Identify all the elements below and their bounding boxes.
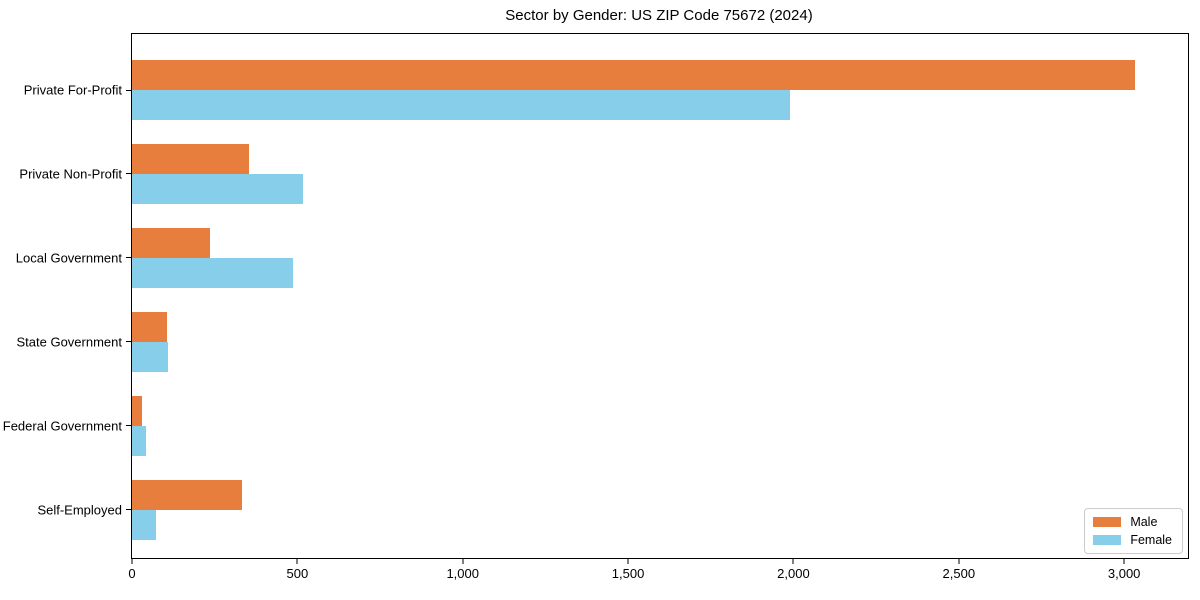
y-axis-category-label: State Government — [16, 334, 123, 350]
bar-female-private-non-profit — [132, 173, 303, 204]
y-axis-tick-mark — [126, 89, 132, 91]
x-axis-tick-mark — [131, 558, 133, 564]
y-axis-category-label: Local Government — [15, 250, 122, 266]
male-legend-label: Male — [1130, 515, 1158, 529]
female-legend-label: Female — [1130, 533, 1172, 547]
bar-male-self-employed — [132, 479, 242, 510]
y-axis-category-label: Private For-Profit — [23, 82, 122, 98]
x-axis-tick-label: 1,000 — [446, 566, 479, 581]
x-axis-tick-mark — [958, 558, 960, 564]
x-axis-tick-label: 3,000 — [1107, 566, 1141, 581]
y-axis-tick-mark — [126, 425, 132, 427]
x-axis-tick-label: 500 — [286, 566, 309, 581]
plot-area: Male Female Private For-Profit Private No… — [3, 33, 1189, 581]
male-legend-swatch — [1093, 517, 1122, 527]
y-axis-category-label: Private Non-Profit — [19, 166, 122, 182]
bar-female-federal-government — [132, 425, 146, 456]
y-axis-category-label: Federal Government — [2, 418, 122, 434]
x-axis-tick-label: 1,500 — [611, 566, 645, 581]
bar-female-local-government — [132, 257, 294, 288]
bar-male-state-government — [132, 311, 168, 342]
female-legend-swatch — [1093, 535, 1122, 545]
x-axis-tick-label: 0 — [128, 566, 136, 581]
bar-female-state-government — [132, 341, 169, 372]
y-axis-category-label: Self-Employed — [37, 502, 122, 517]
legend-item-male: Male — [1093, 515, 1172, 529]
chart-title: Sector by Gender: US ZIP Code 75672 (202… — [505, 7, 813, 24]
y-axis-tick-mark — [126, 341, 132, 343]
x-axis-tick-mark — [627, 558, 629, 564]
bar-male-federal-government — [132, 395, 142, 426]
bar-female-private-for-profit — [132, 90, 791, 120]
y-axis-tick-mark — [126, 173, 132, 175]
y-axis-tick-mark — [126, 257, 132, 259]
bar-male-private-for-profit — [132, 60, 1136, 90]
x-axis-tick-mark — [792, 558, 794, 564]
x-axis-tick-mark — [462, 558, 464, 564]
y-axis-tick-mark — [126, 509, 132, 510]
bar-male-private-non-profit — [132, 143, 249, 174]
bar-female-self-employed — [132, 509, 156, 540]
x-axis-tick-label: 2,500 — [942, 566, 976, 581]
legend: Male Female — [1084, 508, 1183, 554]
x-axis-tick-label: 2,000 — [777, 566, 810, 581]
bar-male-local-government — [132, 227, 211, 258]
x-axis-tick-mark — [1123, 558, 1125, 564]
legend-item-female: Female — [1093, 533, 1172, 547]
x-axis-tick-mark — [296, 558, 298, 564]
